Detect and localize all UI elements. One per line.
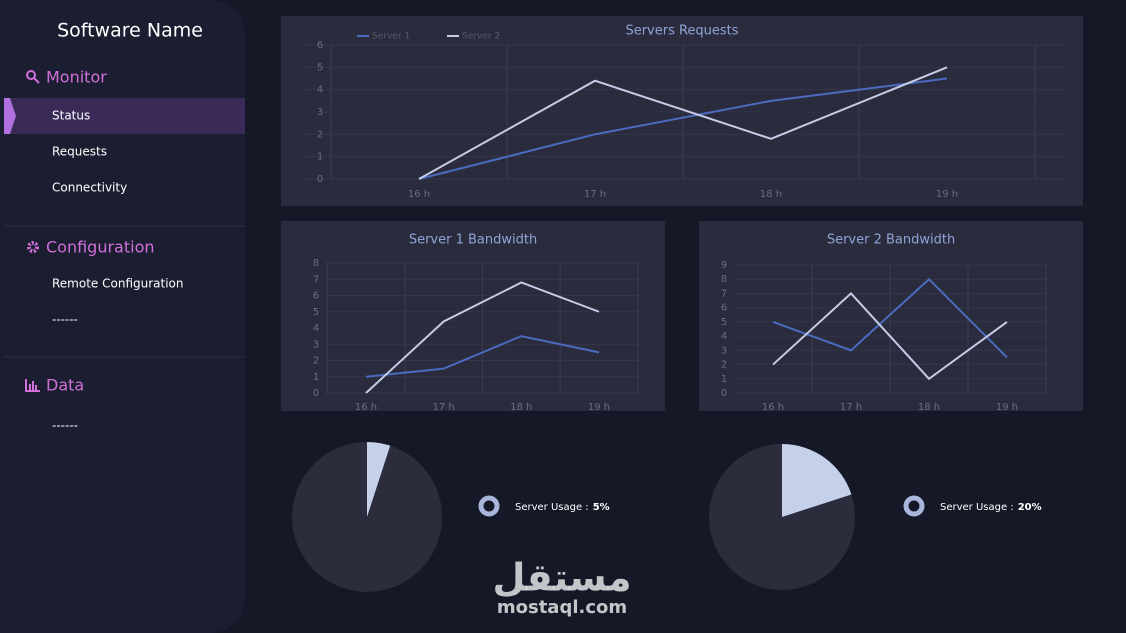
y-tick-label: 4: [313, 323, 319, 334]
x-tick-label: 18 h: [510, 402, 532, 413]
y-tick-label: 2: [313, 356, 319, 367]
x-tick-label: 19 h: [588, 402, 610, 413]
icons: [25, 70, 40, 392]
y-tick-label: 1: [313, 372, 319, 383]
x-tick-label: 17 h: [433, 402, 455, 413]
x-tick-label: 18 h: [918, 402, 940, 413]
pie-slice: [367, 442, 391, 517]
chart: 0 1 2 3 4 5 6 16 h 17 h 18 h 19 h Servers Requests S…: [281, 16, 1083, 206]
y-tick-label: 0: [317, 174, 323, 185]
legend-ring: [903, 495, 925, 517]
y-tick-label: 5: [721, 317, 727, 328]
y-tick-label: 6: [313, 291, 319, 302]
legend-label: Server 2: [462, 32, 500, 42]
y-tick-label: 7: [721, 288, 727, 299]
y-tick-label: 5: [317, 62, 323, 73]
y-tick-label: 7: [313, 274, 319, 285]
x-tick-label: 16 h: [408, 189, 430, 200]
x-tick-label: 17 h: [840, 402, 862, 413]
nav-item[interactable]: Status: [52, 109, 90, 123]
y-tick-label: 5: [313, 307, 319, 318]
x-tick-label: 16 h: [762, 402, 784, 413]
nav-item[interactable]: Connectivity: [52, 181, 127, 195]
y-tick-label: 1: [721, 374, 727, 385]
series-line: [772, 292, 1008, 381]
legend-text: Server Usage : 20%: [940, 502, 1042, 513]
config-icon: [27, 241, 39, 253]
y-tick-label: 3: [721, 345, 727, 356]
chart-panel: [281, 16, 1083, 206]
y-tick-label: 3: [313, 339, 319, 350]
y-tick-label: 2: [317, 129, 323, 140]
chart-title: Server 1 Bandwidth: [409, 233, 537, 248]
watermark-latin: mostaql.com: [497, 597, 627, 618]
pie-slice: [782, 444, 852, 517]
legend-label: Server Usage :: [515, 502, 589, 513]
legend-label: Server Usage :: [940, 502, 1014, 513]
y-tick-label: 8: [313, 258, 319, 269]
nav-item[interactable]: ------: [52, 313, 78, 327]
watermark-arabic: مستقل: [493, 556, 632, 600]
chart-panel: [699, 221, 1083, 411]
section-title: Configuration: [46, 238, 155, 257]
y-tick-label: 8: [721, 274, 727, 285]
series-line: [418, 66, 948, 180]
y-tick-label: 2: [721, 360, 727, 371]
usage-value: 5%: [593, 502, 610, 513]
chart: 0 1 2 3 4 5 6 7 8 9 16 h 17 h 18 h 19 h Server 2 Bandw…: [699, 221, 1083, 413]
usage-value: 20%: [1018, 502, 1042, 513]
pie-chart: Server Usage : 5%: [292, 442, 610, 592]
y-tick-label: 9: [721, 260, 727, 271]
app-title: Software Name: [57, 20, 203, 42]
series-line: [418, 77, 948, 180]
y-tick-label: 6: [721, 303, 727, 314]
chart-title: Servers Requests: [625, 24, 738, 39]
y-tick-label: 6: [317, 40, 323, 51]
nav-item[interactable]: ------: [52, 419, 78, 433]
x-tick-label: 18 h: [760, 189, 782, 200]
nav-item[interactable]: Requests: [52, 145, 107, 159]
legend-ring: [478, 495, 500, 517]
legend-label: Server 1: [372, 32, 410, 42]
pie-chart: Server Usage : 20%: [709, 444, 1042, 590]
x-tick-label: 19 h: [936, 189, 958, 200]
section-title: Data: [46, 376, 84, 395]
y-tick-label: 0: [313, 388, 319, 399]
series-line: [365, 281, 600, 394]
active-marker: [4, 98, 16, 134]
y-tick-label: 0: [721, 388, 727, 399]
x-tick-label: 16 h: [355, 402, 377, 413]
y-tick-label: 4: [317, 85, 323, 96]
active-item-bg: [4, 98, 245, 134]
sidebar: [0, 0, 245, 633]
x-tick-label: 19 h: [996, 402, 1018, 413]
monitor-icon-handle: [33, 77, 40, 84]
series-line: [365, 335, 600, 378]
x-tick-label: 17 h: [584, 189, 606, 200]
y-tick-label: 1: [317, 152, 323, 163]
legend-text: Server Usage : 5%: [515, 502, 610, 513]
monitor-icon: [26, 70, 36, 80]
data-icon: [25, 379, 40, 392]
section-title: Monitor: [46, 68, 107, 87]
series-line: [772, 277, 1008, 359]
chart-title: Server 2 Bandwidth: [827, 233, 955, 248]
y-tick-label: 3: [317, 107, 323, 118]
chart: 0 1 2 3 4 5 6 7 8 16 h 17 h 18 h 19 h Server 1 Bandwi…: [281, 221, 665, 413]
y-tick-label: 4: [721, 331, 727, 342]
nav-item[interactable]: Remote Configuration: [52, 277, 184, 291]
chart-panel: [281, 221, 665, 411]
